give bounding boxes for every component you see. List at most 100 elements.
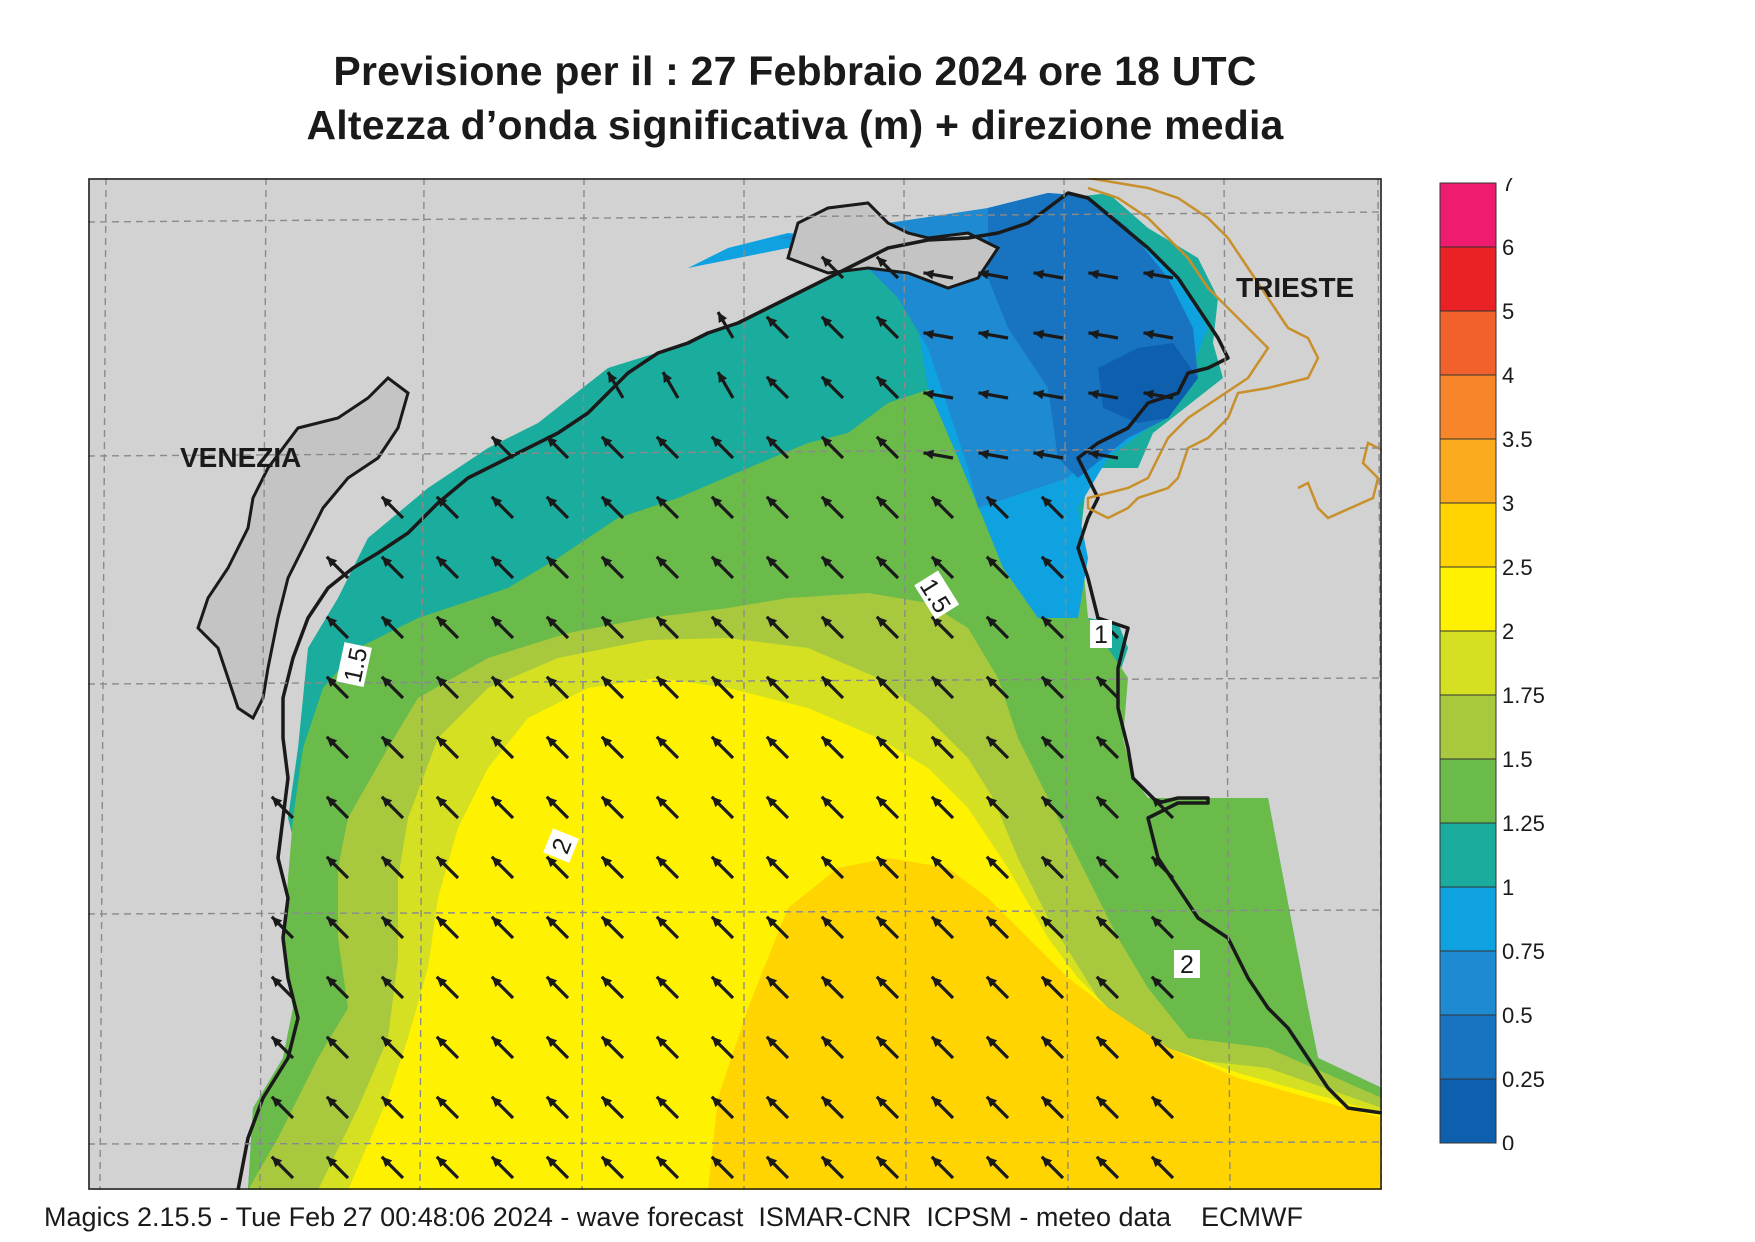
wave-direction-arrowhead [601,616,613,628]
wave-direction-arrowhead [986,1036,998,1048]
legend-label: 3.5 [1502,427,1533,452]
national-border-east [1297,441,1382,520]
wave-direction-arrowhead [381,736,393,748]
wave-direction-arrowhead [876,1036,888,1048]
wave-direction-arrowhead [436,1036,448,1048]
wave-direction-arrowhead [326,616,338,628]
wave-direction-arrowhead [663,372,673,383]
wave-direction-arrowhead [601,916,613,928]
wave-direction-arrowhead [821,796,833,808]
wave-direction-arrowhead [986,1096,998,1108]
wave-direction-arrowhead [766,616,778,628]
wave-direction-arrowhead [546,436,558,448]
wave-direction-arrowhead [876,1156,888,1168]
legend-label: 2.5 [1502,555,1533,580]
wave-direction-arrowhead [986,616,998,628]
wave-direction-arrowhead [1151,976,1163,988]
wave-direction-arrowhead [1151,796,1163,808]
wave-direction-arrowhead [436,1096,448,1108]
wave-direction-arrowhead [491,676,503,688]
legend-colour-box [1439,374,1497,440]
wave-direction-arrowhead [711,1156,723,1168]
wave-direction-arrowhead [546,1156,558,1168]
wave-direction-arrowhead [546,916,558,928]
wave-direction-arrowhead [711,1096,723,1108]
wave-direction-arrowhead [381,1156,393,1168]
wave-direction-arrowhead [491,1036,503,1048]
wave-direction-arrowhead [381,676,393,688]
wave-direction-arrowhead [326,796,338,808]
wave-direction-arrowhead [923,329,935,340]
wave-direction-arrowhead [546,976,558,988]
wave-direction-arrowhead [876,736,888,748]
wave-direction-arrowhead [923,449,935,460]
wave-direction-arrowhead [986,916,998,928]
wave-direction-arrowhead [1041,736,1053,748]
wave-direction-arrowhead [601,1096,613,1108]
legend-label: 3 [1502,491,1514,516]
wave-direction-arrowhead [1033,269,1045,280]
wave-direction-arrowhead [876,316,888,328]
footer-credits: Magics 2.15.5 - Tue Feb 27 00:48:06 2024… [44,1202,1303,1232]
wave-direction-arrowhead [601,976,613,988]
wave-direction-arrowhead [326,916,338,928]
wave-direction-arrowhead [326,1036,338,1048]
wave-direction-arrowhead [656,1096,668,1108]
wave-direction-arrowhead [326,676,338,688]
wave-direction-arrowhead [436,496,448,508]
map-frame [88,178,1382,1190]
venezia-lagoon-land [196,376,410,721]
contour-label-2-south-east: 2 [1174,950,1200,979]
sea-band-2.5-3 [708,858,1382,1190]
wave-direction-arrowhead [711,436,723,448]
wave-direction-arrowhead [766,1036,778,1048]
wave-direction-arrowhead [1041,556,1053,568]
wave-direction-arrowhead [821,256,833,268]
wave-direction-arrowhead [1033,449,1045,460]
wave-direction-arrowhead [766,916,778,928]
wave-direction-arrowhead [931,676,943,688]
wave-direction-arrowhead [821,1156,833,1168]
wave-direction-arrowhead [546,1096,558,1108]
wave-direction-arrowhead [766,436,778,448]
wave-direction-arrowhead [656,1036,668,1048]
wave-direction-arrowhead [821,556,833,568]
contour-label-text: 2 [1180,951,1194,979]
wave-direction-arrowhead [491,556,503,568]
wave-direction-arrowhead [1096,916,1108,928]
wave-direction-arrowhead [491,736,503,748]
legend-colour-box [1439,758,1497,824]
wave-direction-arrowhead [1088,449,1100,460]
wave-direction-arrowhead [1041,1036,1053,1048]
wave-direction-arrowhead [821,916,833,928]
legend-colour-box [1439,566,1497,632]
wave-direction-arrowhead [876,1096,888,1108]
wave-direction-arrowhead [546,796,558,808]
wave-direction-arrowhead [711,916,723,928]
wave-direction-arrowhead [821,316,833,328]
wave-direction-arrowhead [711,676,723,688]
wave-direction-arrowhead [601,736,613,748]
legend-colour-box [1439,694,1497,760]
wave-direction-arrowhead [931,796,943,808]
wave-direction-arrowhead [271,976,283,988]
legend-colour-box [1439,1014,1497,1080]
wave-direction-arrowhead [1096,1156,1108,1168]
wave-direction-arrowhead [381,796,393,808]
wave-direction-arrowhead [326,1096,338,1108]
wave-direction-arrowhead [986,556,998,568]
wave-direction-arrowhead [546,676,558,688]
legend-label: 0.5 [1502,1003,1533,1028]
wave-direction-arrowhead [711,856,723,868]
wave-direction-arrowhead [711,736,723,748]
legend-colour-box [1439,438,1497,504]
wave-direction-arrowhead [1096,676,1108,688]
wave-direction-arrowhead [986,976,998,988]
wave-direction-arrowhead [1143,389,1155,400]
wave-direction-arrowhead [821,676,833,688]
wave-direction-arrowhead [711,796,723,808]
wave-direction-arrowhead [491,496,503,508]
legend-colour-box [1439,310,1497,376]
wave-direction-arrowhead [608,372,618,383]
legend-colour-box [1439,1078,1497,1144]
